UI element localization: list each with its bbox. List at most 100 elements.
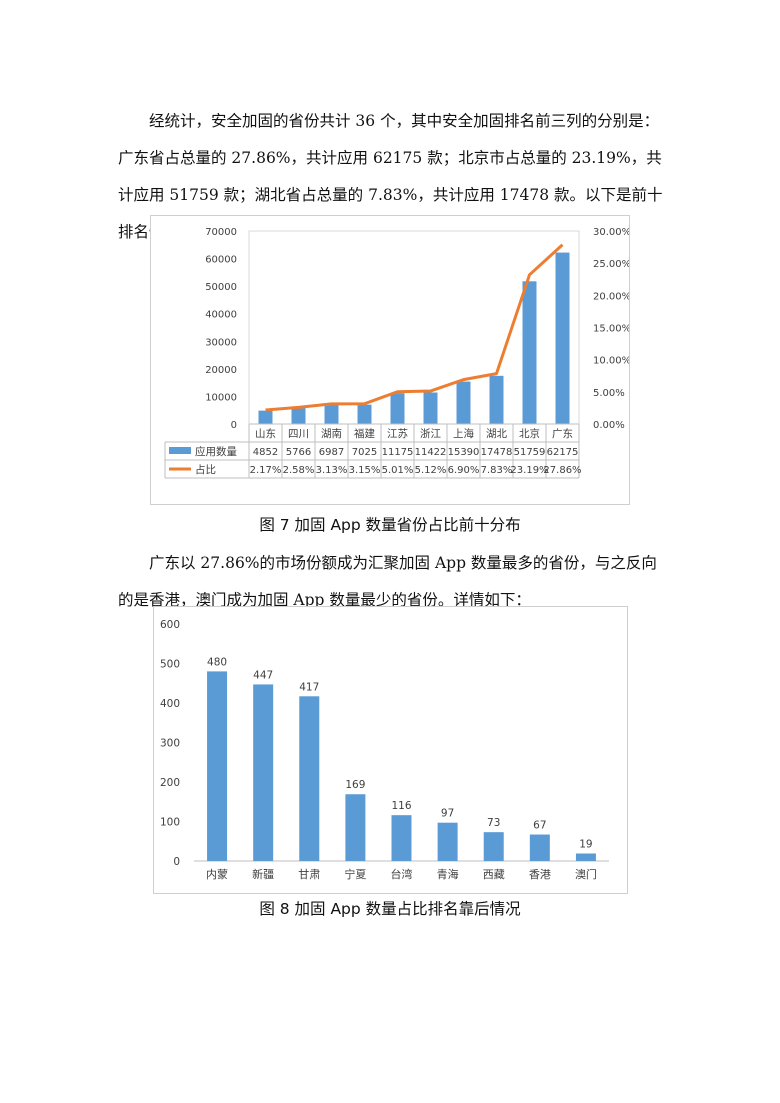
bar [291, 408, 306, 424]
chart-bottom-box: 0 100 200 300 400 500 600 480 内蒙 447 新疆 417 甘肃 169 宁夏 1… [153, 606, 628, 894]
bar [575, 853, 596, 861]
bar [299, 696, 320, 861]
data-label: 4852 [253, 447, 278, 458]
x-tick-label: 甘肃 [298, 868, 320, 881]
caption-fig8: 图 8 加固 App 数量占比排名靠后情况 [259, 900, 521, 918]
y2-tick-label: 15.00% [593, 324, 629, 335]
bar [423, 392, 438, 424]
y-tick-label: 500 [160, 659, 180, 671]
bar [456, 381, 471, 424]
data-label: 3.13% [316, 465, 348, 476]
legend-label: 占比 [195, 463, 216, 476]
bar [522, 281, 537, 424]
x-tick-label: 青海 [437, 867, 459, 881]
data-label: 23.19% [510, 465, 548, 476]
data-label: 62175 [547, 447, 579, 458]
y2-tick-label: 10.00% [593, 356, 629, 367]
legend-label: 应用数量 [195, 445, 237, 458]
legend-key-bar [169, 447, 191, 454]
x-tick-label: 湖南 [321, 427, 342, 440]
data-label: 7.83% [481, 465, 513, 476]
y-tick-label: 0 [231, 420, 237, 431]
data-label: 51759 [514, 447, 546, 458]
data-label: 6987 [319, 447, 344, 458]
x-tick-label: 香港 [529, 868, 551, 881]
y2-tick-label: 30.00% [593, 227, 629, 238]
data-label: 417 [299, 681, 319, 693]
x-tick-label: 西藏 [483, 868, 505, 881]
y-tick-label: 70000 [205, 227, 237, 238]
y-tick-label: 0 [173, 856, 180, 868]
y-tick-label: 20000 [205, 365, 237, 376]
data-label: 27.86% [543, 465, 581, 476]
y2-tick-label: 5.00% [593, 388, 625, 399]
data-label: 11422 [415, 447, 447, 458]
data-label: 480 [207, 656, 227, 668]
data-label: 5766 [286, 447, 311, 458]
data-label: 5.12% [415, 465, 447, 476]
caption-fig7: 图 7 加固 App 数量省份占比前十分布 [259, 516, 521, 534]
y2-tick-label: 25.00% [593, 259, 629, 270]
y-tick-label: 40000 [205, 310, 237, 321]
data-label: 116 [391, 800, 411, 812]
y-tick-label: 600 [160, 619, 180, 631]
x-tick-label: 山东 [255, 427, 276, 440]
x-tick-label: 广东 [552, 427, 573, 440]
y-tick-label: 50000 [205, 282, 237, 293]
data-label: 2.17% [250, 465, 282, 476]
x-tick-label: 北京 [519, 427, 540, 440]
data-label: 2.58% [283, 465, 315, 476]
data-label: 447 [253, 669, 273, 681]
data-label: 169 [345, 779, 365, 791]
x-tick-label: 浙江 [420, 428, 441, 440]
x-tick-label: 湖北 [486, 428, 507, 440]
y-tick-label: 300 [160, 738, 180, 750]
data-label: 6.90% [448, 465, 480, 476]
y-tick-label: 60000 [205, 255, 237, 266]
data-label: 17478 [481, 447, 513, 458]
bar [253, 684, 274, 861]
data-label: 97 [441, 808, 454, 820]
data-label: 73 [487, 817, 500, 829]
series-line [265, 243, 564, 412]
x-tick-label: 内蒙 [206, 867, 228, 881]
chart-bottom-ranking: 0 100 200 300 400 500 600 480 内蒙 447 新疆 417 甘肃 169 宁夏 1… [160, 619, 609, 881]
x-tick-label: 宁夏 [344, 867, 366, 881]
data-label: 3.15% [349, 465, 381, 476]
y-tick-label: 100 [160, 817, 180, 829]
bar [258, 410, 273, 424]
bar [345, 794, 366, 861]
data-label: 5.01% [382, 465, 414, 476]
x-tick-label: 四川 [288, 428, 309, 440]
bar [483, 832, 504, 861]
bar [324, 404, 339, 424]
data-label: 19 [579, 838, 592, 850]
y-tick-label: 200 [160, 777, 180, 789]
bar [357, 404, 372, 424]
bar [391, 815, 412, 861]
bar [529, 834, 550, 861]
x-tick-label: 台湾 [391, 867, 413, 881]
x-tick-label: 上海 [453, 427, 474, 440]
y2-tick-label: 0.00% [593, 420, 625, 431]
data-label: 15390 [448, 447, 480, 458]
bar [390, 393, 405, 424]
data-label: 7025 [352, 447, 377, 458]
bar [555, 252, 570, 424]
y2-tick-label: 20.00% [593, 291, 629, 302]
y-tick-label: 400 [160, 698, 180, 710]
chart-top10: 0 10000 20000 30000 40000 50000 60000 70000 0.00… [164, 227, 631, 479]
y-tick-label: 30000 [205, 337, 237, 348]
bar [489, 375, 504, 424]
x-tick-label: 澳门 [575, 867, 597, 881]
chart-top10-box: 0 10000 20000 30000 40000 50000 60000 70000 0.00… [150, 215, 631, 505]
x-tick-label: 新疆 [252, 867, 274, 881]
bar [207, 671, 228, 861]
bar [437, 822, 458, 861]
x-tick-label: 福建 [354, 427, 375, 440]
data-label: 67 [533, 820, 546, 832]
x-tick-label: 江苏 [387, 427, 408, 440]
paragraph-bottom-ranking: 广东以 27.86%的市场份额成为汇聚加固 App 数量最多的省份，与之反向的是… [118, 554, 657, 609]
data-label: 11175 [382, 447, 414, 458]
y-tick-label: 10000 [205, 392, 237, 403]
